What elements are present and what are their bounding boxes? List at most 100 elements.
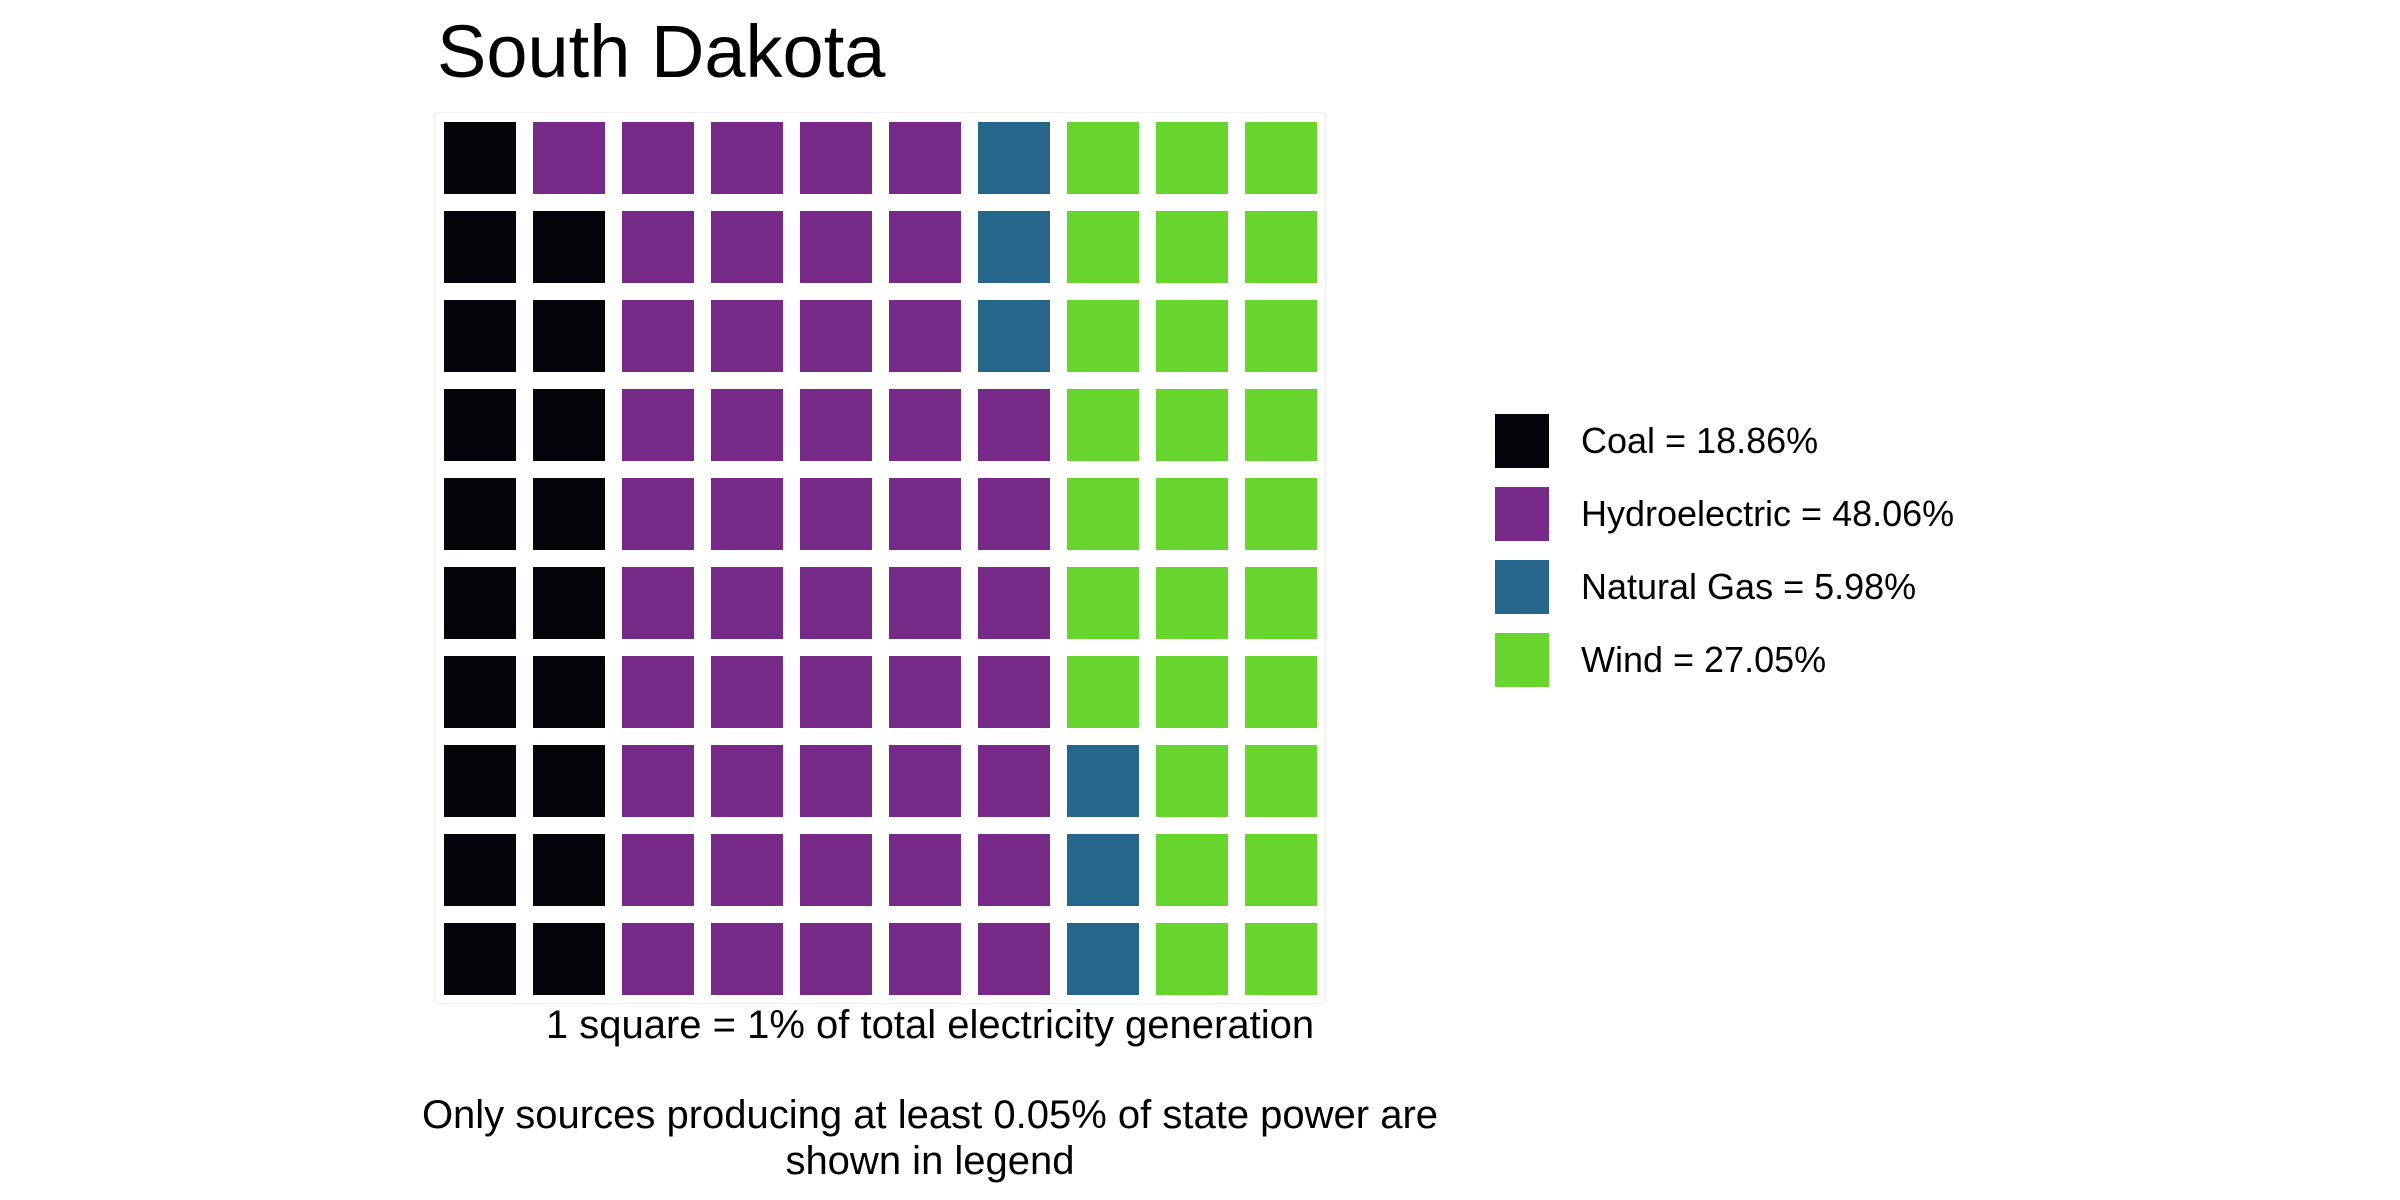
unit-caption: 1 square = 1% of total electricity gener… [545,1003,1315,1047]
waffle-square-wind [1156,300,1228,372]
waffle-square-coal [444,300,516,372]
waffle-square-hydroelectric [800,211,872,283]
waffle-square-wind [1156,122,1228,194]
chart-title: South Dakota [437,10,886,93]
waffle-square-wind [1067,122,1139,194]
waffle-square-hydroelectric [800,656,872,728]
legend-label-wind: Wind = 27.05% [1581,639,1827,680]
waffle-square-hydroelectric [889,122,961,194]
waffle-square-hydroelectric [889,656,961,728]
waffle-square-hydroelectric [800,478,872,550]
waffle-square-hydroelectric [711,745,783,817]
waffle-square-hydroelectric [889,300,961,372]
waffle-square-hydroelectric [622,745,694,817]
waffle-square-hydroelectric [978,745,1050,817]
waffle-square-natural-gas [978,122,1050,194]
waffle-square-coal [444,478,516,550]
waffle-square-coal [533,834,605,906]
waffle-square-hydroelectric [622,300,694,372]
waffle-square-wind [1156,211,1228,283]
waffle-square-hydroelectric [800,923,872,995]
legend-label-hydroelectric: Hydroelectric = 48.06% [1581,493,1955,534]
waffle-square-wind [1245,478,1317,550]
waffle-square-wind [1067,211,1139,283]
waffle-square-wind [1245,745,1317,817]
waffle-square-hydroelectric [978,923,1050,995]
waffle-square-hydroelectric [533,122,605,194]
waffle-square-hydroelectric [711,656,783,728]
waffle-square-hydroelectric [978,656,1050,728]
legend-label-natural-gas: Natural Gas = 5.98% [1581,566,1917,607]
waffle-square-coal [533,567,605,639]
waffle-square-wind [1156,656,1228,728]
waffle-square-hydroelectric [889,389,961,461]
legend-swatch-hydroelectric [1495,487,1549,541]
waffle-square-wind [1245,122,1317,194]
legend-label-coal: Coal = 18.86% [1581,420,1819,461]
waffle-square-hydroelectric [711,122,783,194]
waffle-square-hydroelectric [711,478,783,550]
waffle-square-coal [444,122,516,194]
waffle-square-coal [533,656,605,728]
waffle-square-hydroelectric [800,300,872,372]
waffle-square-coal [533,923,605,995]
waffle-square-coal [444,923,516,995]
waffle-square-hydroelectric [889,567,961,639]
legend-item-hydroelectric: Hydroelectric = 48.06% [1495,487,2095,541]
waffle-square-coal [533,300,605,372]
waffle-square-coal [533,478,605,550]
waffle-chart [434,112,1326,1004]
waffle-square-hydroelectric [800,834,872,906]
legend-item-coal: Coal = 18.86% [1495,414,2095,468]
waffle-square-wind [1156,567,1228,639]
waffle-square-hydroelectric [889,834,961,906]
waffle-square-coal [444,656,516,728]
waffle-square-hydroelectric [622,478,694,550]
waffle-square-coal [444,389,516,461]
waffle-square-coal [444,834,516,906]
legend-item-natural-gas: Natural Gas = 5.98% [1495,560,2095,614]
waffle-square-wind [1156,745,1228,817]
waffle-square-hydroelectric [978,478,1050,550]
waffle-square-coal [533,211,605,283]
waffle-square-hydroelectric [711,834,783,906]
waffle-square-wind [1245,300,1317,372]
waffle-square-coal [533,745,605,817]
waffle-square-natural-gas [1067,834,1139,906]
waffle-square-wind [1067,656,1139,728]
waffle-square-hydroelectric [711,300,783,372]
waffle-square-natural-gas [978,300,1050,372]
waffle-square-coal [533,389,605,461]
waffle-square-wind [1245,389,1317,461]
waffle-square-hydroelectric [978,567,1050,639]
waffle-square-hydroelectric [622,834,694,906]
waffle-square-wind [1245,656,1317,728]
waffle-square-hydroelectric [800,567,872,639]
waffle-square-hydroelectric [711,923,783,995]
waffle-square-wind [1156,389,1228,461]
legend-swatch-natural-gas [1495,560,1549,614]
waffle-square-hydroelectric [622,211,694,283]
waffle-square-hydroelectric [889,745,961,817]
waffle-square-wind [1067,567,1139,639]
legend-swatch-coal [1495,414,1549,468]
legend-item-wind: Wind = 27.05% [1495,633,2095,687]
waffle-square-wind [1245,211,1317,283]
waffle-square-natural-gas [1067,745,1139,817]
waffle-square-hydroelectric [800,745,872,817]
waffle-square-hydroelectric [622,656,694,728]
waffle-square-hydroelectric [622,567,694,639]
waffle-square-hydroelectric [889,211,961,283]
waffle-square-natural-gas [1067,923,1139,995]
waffle-square-hydroelectric [800,122,872,194]
waffle-square-wind [1156,923,1228,995]
waffle-square-hydroelectric [711,567,783,639]
waffle-square-hydroelectric [711,389,783,461]
legend-note: Only sources producing at least 0.05% of… [421,1093,1439,1183]
waffle-square-wind [1245,834,1317,906]
waffle-square-hydroelectric [800,389,872,461]
waffle-square-wind [1067,389,1139,461]
legend-swatch-wind [1495,633,1549,687]
waffle-square-hydroelectric [889,478,961,550]
waffle-square-wind [1067,300,1139,372]
